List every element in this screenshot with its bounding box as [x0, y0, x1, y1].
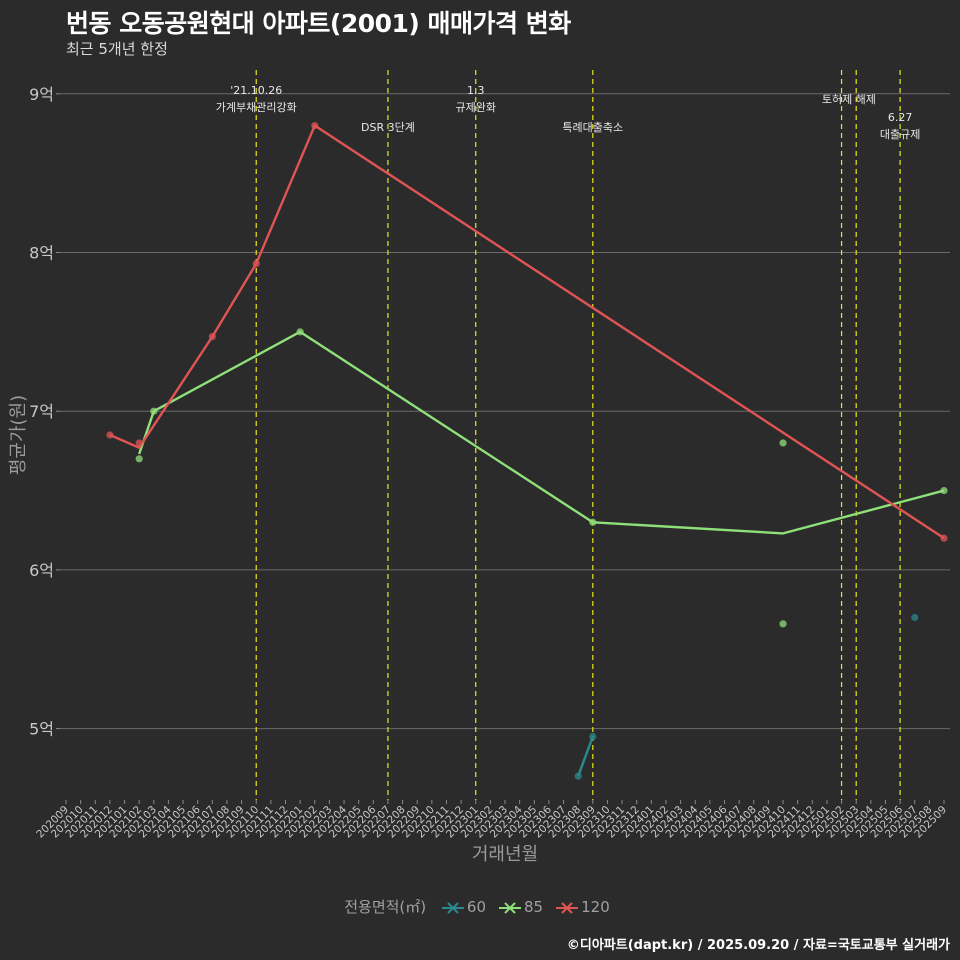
data-point-85 [150, 407, 158, 415]
series-line-85 [138, 330, 945, 535]
x-axis-label: 거래년월 [472, 844, 538, 865]
y-tick-label: 7억 [29, 402, 54, 421]
chart-plot: 5억6억7억8억9억202009202010202011202012202101… [8, 70, 950, 865]
legend-key-120 [556, 901, 579, 914]
data-point-60 [574, 772, 582, 780]
event-label: 대출규제 [880, 128, 920, 141]
data-point-120 [106, 431, 114, 439]
chart-caption: ©디아파트(dapt.kr) / 2025.09.20 / 자료=국토교통부 실… [566, 938, 950, 953]
series-line-120 [109, 124, 945, 540]
data-point-85 [589, 518, 597, 526]
legend-item-85: 85 [498, 898, 549, 916]
legend-item-120: 120 [555, 898, 616, 916]
y-tick-label: 5억 [29, 720, 54, 739]
data-point-85 [779, 620, 787, 628]
event-label: 1.3 [467, 84, 485, 97]
event-label: 6.27 [888, 111, 913, 124]
data-point-85 [296, 328, 304, 336]
y-tick-label: 9억 [29, 85, 54, 104]
legend-item-60: 60 [441, 898, 492, 916]
event-label: 토허제 해제 [822, 92, 876, 106]
legend: 전용면적(㎡) 60 85 120 [0, 896, 960, 917]
legend-key-85 [499, 901, 522, 914]
chart-subtitle: 최근 5개년 한정 [66, 40, 168, 58]
y-axis-label: 평균가(원) [8, 395, 29, 475]
data-point-120 [208, 333, 216, 341]
legend-label-60: 60 [466, 898, 487, 916]
data-point-85 [135, 455, 143, 463]
chart-title: 번동 오동공원현대 아파트(2001) 매매가격 변화 [66, 9, 571, 38]
data-point-120 [311, 121, 319, 130]
legend-title: 전용면적(㎡) [344, 898, 427, 916]
legend-key-60 [441, 901, 464, 914]
event-label: 규제완화 [455, 101, 495, 114]
data-point-120 [135, 439, 143, 447]
legend-items: 60 85 120 [435, 898, 616, 916]
data-point-60 [911, 613, 919, 622]
legend-label-120: 120 [581, 898, 610, 916]
data-point-120 [252, 260, 260, 268]
event-label: '21.10.26 [230, 84, 282, 97]
y-tick-label: 8억 [29, 244, 54, 263]
series-line-60 [577, 736, 594, 777]
y-tick-label: 6억 [29, 561, 54, 580]
event-label: DSR 3단계 [361, 121, 415, 134]
legend-label-85: 85 [524, 898, 544, 916]
data-point-60 [589, 732, 597, 741]
event-label: 특례대출축소 [562, 121, 623, 134]
data-point-85 [779, 439, 787, 447]
event-label: 가계부채관리강화 [216, 101, 297, 114]
data-point-85 [940, 486, 948, 495]
data-point-120 [940, 534, 948, 542]
